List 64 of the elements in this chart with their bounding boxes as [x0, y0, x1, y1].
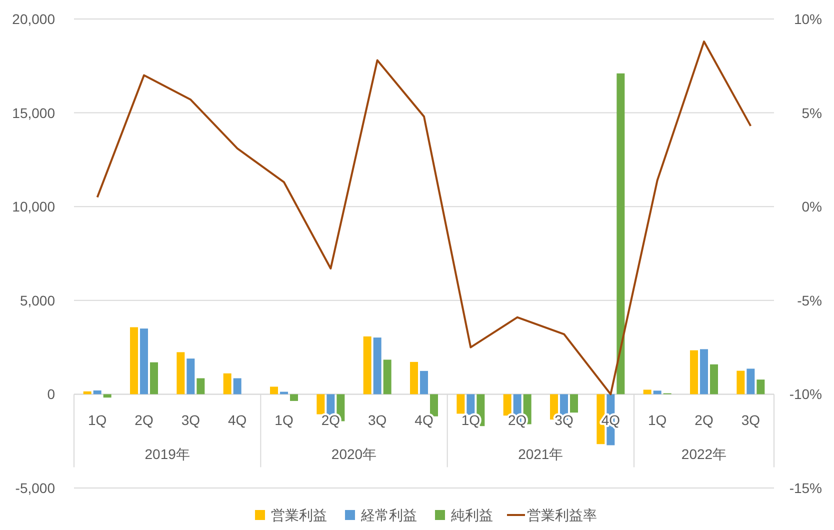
bar	[290, 394, 298, 401]
annotation: 2020年	[331, 446, 377, 462]
bar	[616, 73, 625, 394]
legend-label: 営業利益率	[527, 507, 597, 523]
y-tick-label: 5,000	[20, 292, 56, 308]
y-tick-label: -5,000	[15, 480, 56, 496]
x-tick-label: 3Q	[181, 412, 200, 428]
x-tick-label: 2Q	[134, 412, 154, 428]
bar	[223, 373, 232, 394]
bar	[196, 378, 205, 394]
x-tick-label: 1Q	[648, 412, 667, 428]
bar	[316, 394, 325, 414]
y-tick-label: 20,000	[12, 11, 56, 27]
x-tick-label: 4Q	[228, 412, 247, 428]
bar	[570, 394, 578, 413]
bar	[736, 370, 745, 394]
y-tick-label: 15,000	[12, 104, 56, 121]
bar	[176, 352, 185, 394]
y2-tick-label: 10%	[794, 11, 822, 27]
bar	[430, 394, 438, 416]
legend-label: 営業利益	[271, 507, 327, 523]
bar	[756, 380, 765, 394]
y2-tick-label: -15%	[789, 480, 822, 496]
bar	[130, 327, 138, 394]
x-tick-label: 3Q	[741, 412, 760, 428]
bar	[503, 394, 512, 416]
bar	[103, 394, 112, 398]
bar	[710, 364, 718, 394]
y2-tick-label: 5%	[802, 104, 822, 121]
bar	[466, 394, 475, 415]
bar	[373, 338, 382, 394]
y2-tick-label: 0%	[802, 198, 822, 215]
y-tick-label: 10,000	[12, 198, 56, 215]
bar	[233, 378, 242, 394]
annotation: 2022年	[681, 446, 727, 462]
legend-label: 純利益	[451, 507, 493, 523]
bar	[700, 349, 708, 394]
x-tick-label: 3Q	[368, 412, 387, 428]
bar	[643, 390, 652, 394]
x-tick-label: 1Q	[88, 412, 107, 428]
legend-label: 経常利益	[360, 507, 417, 523]
annotation: 2021年	[518, 446, 564, 462]
bar	[420, 370, 428, 394]
bar	[93, 390, 102, 394]
bar	[363, 336, 372, 394]
x-tick-label: 2Q	[694, 412, 714, 428]
bar	[383, 360, 392, 394]
y2-tick-label: -5%	[797, 292, 822, 308]
x-tick-label: 2Q	[508, 412, 527, 428]
bar	[150, 362, 158, 394]
bar	[746, 368, 755, 394]
bar	[186, 358, 195, 394]
bar	[410, 362, 418, 394]
y2-tick-label: -10%	[789, 386, 822, 402]
bar	[140, 328, 148, 394]
annotation: 2019年	[144, 446, 190, 462]
y-tick-label: 0	[47, 386, 56, 402]
bar	[653, 390, 662, 394]
bar	[456, 394, 465, 414]
bar	[690, 350, 698, 394]
bar	[270, 386, 278, 394]
x-tick-label: 1Q	[274, 412, 294, 428]
x-tick-label: 4Q	[414, 412, 434, 428]
x-tick-label: 4Q	[601, 412, 620, 428]
